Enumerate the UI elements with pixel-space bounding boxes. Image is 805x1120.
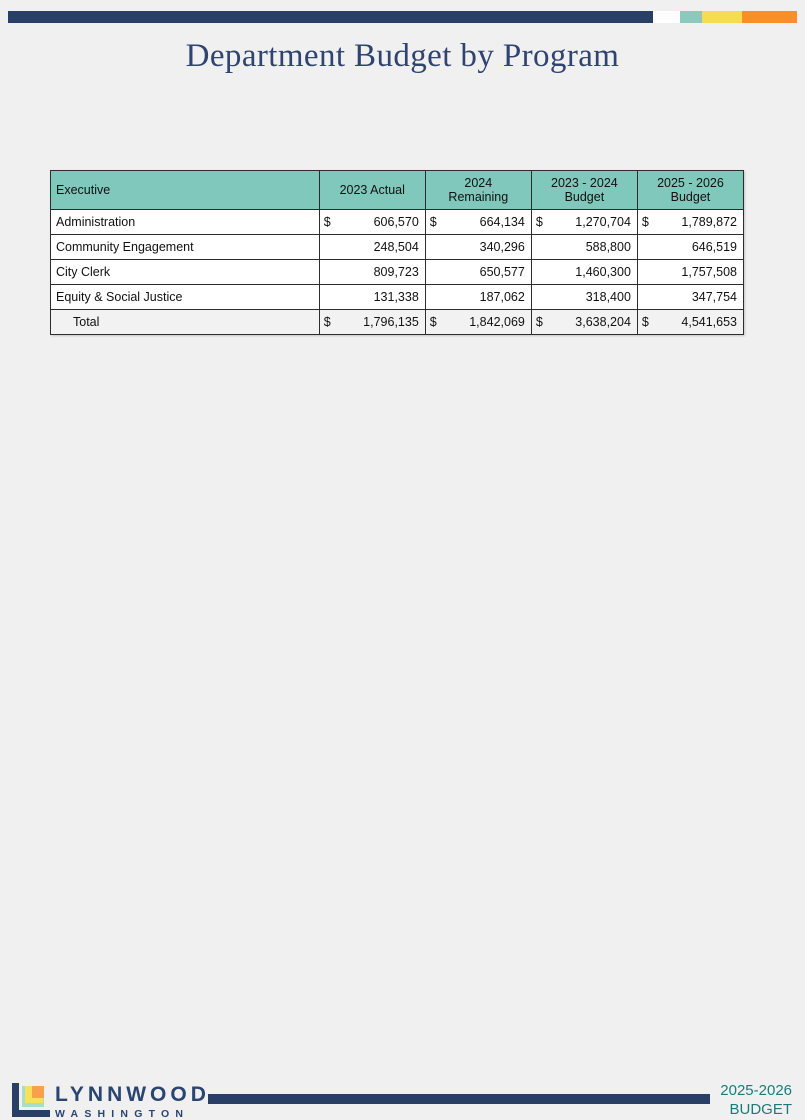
total-2023-actual: $ 1,796,135 <box>318 309 426 335</box>
cell-2024-remaining: $ 340,296 <box>424 234 532 260</box>
table-total-row: Total $ 1,796,135 $ 1,842,069 $ 3,638,20… <box>50 309 745 335</box>
table-header: Executive 2023 Actual 2024 Remaining 202… <box>50 170 745 210</box>
cell-value: 248,504 <box>373 240 419 254</box>
column-header-2024-remaining-line1: 2024 <box>464 175 493 190</box>
cell-value: 809,723 <box>373 265 419 279</box>
cell-value: 187,062 <box>479 290 525 304</box>
top-bar-segment-white <box>653 11 680 23</box>
cell-2024-remaining: $ 650,577 <box>424 259 532 285</box>
cell-value: 347,754 <box>691 290 737 304</box>
column-header-2025-2026-budget: 2025 - 2026 Budget <box>636 170 745 210</box>
column-header-2023-2024-budget: 2023 - 2024 Budget <box>530 170 638 210</box>
lynnwood-logo-icon <box>12 1083 50 1117</box>
cell-value: 1,796,135 <box>363 315 419 329</box>
column-header-executive: Executive <box>50 170 320 210</box>
cell-2023-2024-budget: $ 318,400 <box>530 284 638 310</box>
cell-value: 650,577 <box>479 265 525 279</box>
cell-2025-2026-budget: $ 347,754 <box>636 284 745 310</box>
footer-budget-word: BUDGET <box>729 1100 792 1118</box>
cell-2025-2026-budget: $ 1,757,508 <box>636 259 745 285</box>
total-2024-remaining: $ 1,842,069 <box>424 309 532 335</box>
logo-city-name: LYNNWOOD <box>55 1083 210 1106</box>
cell-value: 4,541,653 <box>681 315 737 329</box>
total-2025-2026-budget: $ 4,541,653 <box>636 309 745 335</box>
currency-symbol: $ <box>535 215 543 229</box>
cell-value: 1,842,069 <box>469 315 525 329</box>
currency-symbol: $ <box>429 215 437 229</box>
cell-2025-2026-budget: $ 646,519 <box>636 234 745 260</box>
cell-2023-actual: $ 809,723 <box>318 259 426 285</box>
cell-2024-remaining: $ 664,134 <box>424 209 532 235</box>
column-header-2025-2026-budget-line2: Budget <box>670 190 711 204</box>
cell-value: 1,460,300 <box>575 265 631 279</box>
cell-value: 664,134 <box>479 215 525 229</box>
cell-value: 131,338 <box>373 290 419 304</box>
table-row: Administration $ 606,570 $ 664,134 $ 1,2… <box>50 209 745 235</box>
table-row: Community Engagement $ 248,504 $ 340,296… <box>50 234 745 260</box>
top-bar-segment-orange <box>742 11 797 23</box>
cell-value: 3,638,204 <box>575 315 631 329</box>
logo-state-name: WASHINGTON <box>55 1108 190 1120</box>
column-header-2023-actual-line1: 2023 Actual <box>339 182 405 197</box>
currency-symbol: $ <box>641 215 649 229</box>
cell-2025-2026-budget: $ 1,789,872 <box>636 209 745 235</box>
budget-table: Executive 2023 Actual 2024 Remaining 202… <box>50 170 745 335</box>
cell-value: 646,519 <box>691 240 737 254</box>
cell-value: 1,789,872 <box>681 215 737 229</box>
cell-value: 318,400 <box>585 290 631 304</box>
row-label: Equity & Social Justice <box>50 284 320 310</box>
table-row: Equity & Social Justice $ 131,338 $ 187,… <box>50 284 745 310</box>
footer-budget-label: 2025-2026 BUDGET <box>720 1082 792 1120</box>
footer: LYNNWOOD WASHINGTON 2025-2026 BUDGET <box>0 532 805 1119</box>
row-label: City Clerk <box>50 259 320 285</box>
currency-symbol: $ <box>641 315 649 329</box>
total-2023-2024-budget: $ 3,638,204 <box>530 309 638 335</box>
footer-budget-year: 2025-2026 <box>720 1082 792 1099</box>
currency-symbol: $ <box>535 315 543 329</box>
top-bar-segment-navy <box>8 11 653 23</box>
row-label: Administration <box>50 209 320 235</box>
cell-2023-2024-budget: $ 1,460,300 <box>530 259 638 285</box>
table-header-row: Executive 2023 Actual 2024 Remaining 202… <box>50 170 745 210</box>
currency-symbol: $ <box>323 315 331 329</box>
top-bar-segment-mint <box>680 11 702 23</box>
cell-value: 1,757,508 <box>681 265 737 279</box>
cell-2023-actual: $ 248,504 <box>318 234 426 260</box>
top-bar-segment-yellow <box>702 11 742 23</box>
cell-2023-2024-budget: $ 1,270,704 <box>530 209 638 235</box>
column-header-2023-2024-budget-line1: 2023 - 2024 <box>551 175 618 190</box>
footer-rule <box>208 1094 710 1104</box>
table-row: City Clerk $ 809,723 $ 650,577 $ 1,460,3… <box>50 259 745 285</box>
cell-2023-2024-budget: $ 588,800 <box>530 234 638 260</box>
column-header-2023-2024-budget-line2: Budget <box>564 190 605 204</box>
table-body: Administration $ 606,570 $ 664,134 $ 1,2… <box>50 209 745 335</box>
currency-symbol: $ <box>323 215 331 229</box>
cell-2024-remaining: $ 187,062 <box>424 284 532 310</box>
logo-bracket <box>12 1083 50 1117</box>
top-decorative-bar <box>8 11 797 23</box>
row-label: Community Engagement <box>50 234 320 260</box>
column-header-2025-2026-budget-line1: 2025 - 2026 <box>657 175 724 190</box>
cell-value: 1,270,704 <box>575 215 631 229</box>
cell-2023-actual: $ 131,338 <box>318 284 426 310</box>
logo-wordmark: LYNNWOOD WASHINGTON <box>55 1084 210 1120</box>
cell-value: 606,570 <box>373 215 419 229</box>
cell-value: 340,296 <box>479 240 525 254</box>
total-row-label: Total <box>50 309 320 335</box>
column-header-2024-remaining-line2: Remaining <box>448 190 509 204</box>
currency-symbol: $ <box>429 315 437 329</box>
cell-2023-actual: $ 606,570 <box>318 209 426 235</box>
page-title: Department Budget by Program <box>185 38 620 74</box>
cell-value: 588,800 <box>585 240 631 254</box>
column-header-2024-remaining: 2024 Remaining <box>424 170 532 210</box>
column-header-2023-actual: 2023 Actual <box>318 170 426 210</box>
